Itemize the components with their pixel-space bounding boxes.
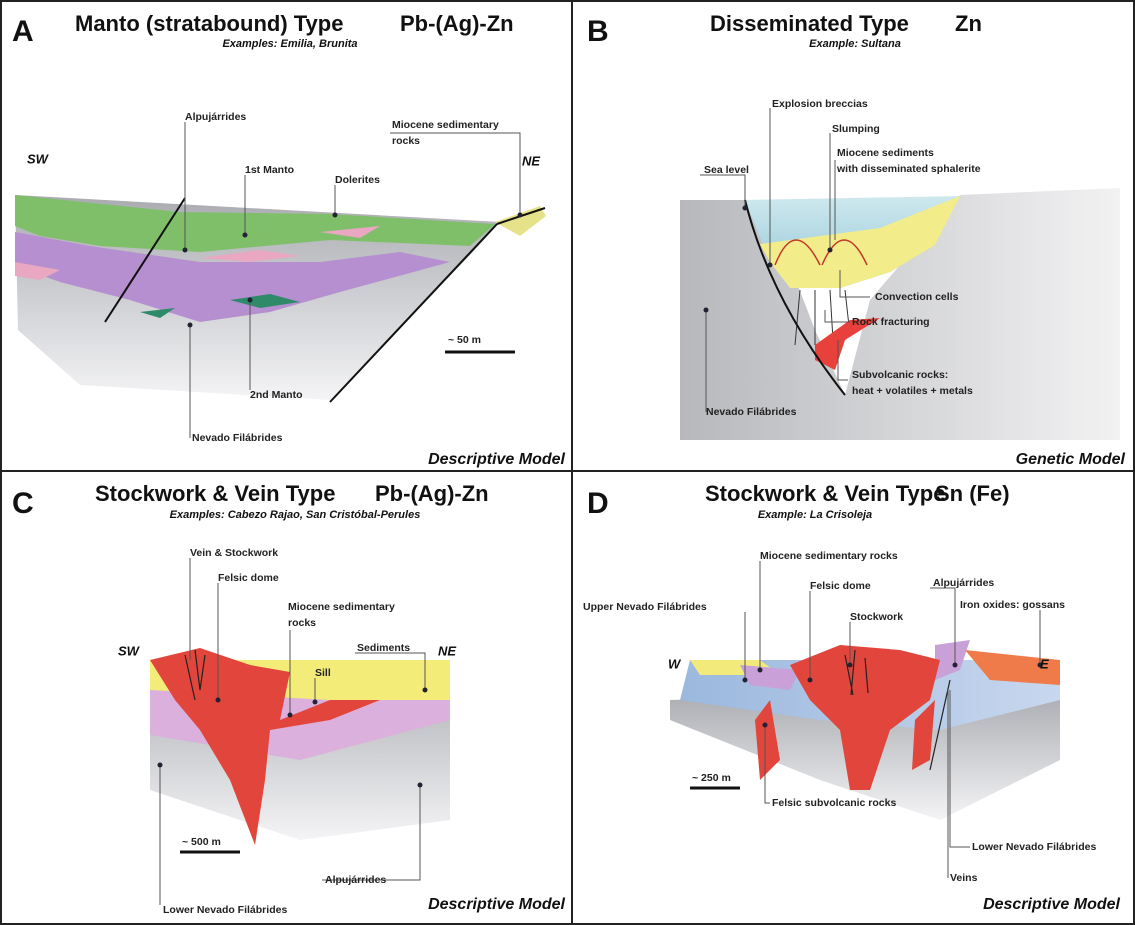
ore-type: Sn (Fe) [935, 481, 1010, 506]
examples: Example: La Crisoleja [758, 509, 872, 521]
panel-letter: B [587, 15, 609, 48]
geologic-unit [743, 678, 748, 683]
unit-label: with disseminated sphalerite [836, 163, 981, 175]
examples: Examples: Emilia, Brunita [222, 38, 357, 50]
page: {"panels": [ {"letter": "A", "title": "M… [0, 0, 1135, 925]
unit-label: Slumping [832, 123, 880, 135]
unit-label: Felsic subvolcanic rocks [772, 797, 896, 809]
unit-label: Alpujárrides [185, 111, 246, 123]
unit-label: Veins [950, 872, 978, 884]
examples: Example: Sultana [809, 38, 901, 50]
figure: A Manto (stratabound) Type Pb-(Ag)-Zn Examp… [0, 0, 1135, 925]
geologic-unit [158, 763, 163, 768]
unit-label: Miocene sedimentary [288, 601, 395, 613]
unit-label: Sediments [357, 642, 410, 654]
ore-type: Pb-(Ag)-Zn [400, 11, 514, 36]
geologic-unit [768, 263, 773, 268]
unit-label: Felsic dome [810, 580, 871, 592]
unit-label: Explosion breccias [772, 98, 868, 110]
geologic-unit [704, 308, 709, 313]
unit-label: Alpujárrides [325, 874, 386, 886]
geologic-unit [758, 668, 763, 673]
direction-label: NE [438, 643, 456, 658]
unit-label: Miocene sediments [837, 147, 934, 159]
direction-label: SW [118, 643, 141, 658]
geologic-unit [518, 213, 523, 218]
model-type: Descriptive Model [428, 451, 565, 468]
geologic-unit [243, 233, 248, 238]
unit-label: Iron oxides: gossans [960, 599, 1065, 611]
unit-label: ~ 500 m [182, 836, 221, 848]
unit-label: Nevado Filábrides [706, 406, 797, 418]
geologic-unit [313, 700, 318, 705]
geologic-unit [418, 783, 423, 788]
unit-label: Convection cells [875, 291, 959, 303]
direction-label: E [1040, 656, 1049, 671]
unit-label: Alpujárrides [933, 577, 994, 589]
geologic-unit [743, 206, 748, 211]
unit-label: Dolerites [335, 174, 380, 186]
panel-title: Disseminated Type [710, 11, 909, 36]
direction-label: NE [522, 153, 540, 168]
unit-label: 1st Manto [245, 164, 294, 176]
ore-type: Pb-(Ag)-Zn [375, 481, 489, 506]
model-type: Descriptive Model [983, 896, 1120, 913]
direction-label: W [668, 656, 682, 671]
geologic-unit [288, 713, 293, 718]
unit-label: rocks [288, 617, 316, 629]
unit-label: Lower Nevado Filábrides [972, 841, 1096, 853]
unit-label: Upper Nevado Filábrides [583, 601, 707, 613]
ore-type: Zn [955, 11, 982, 36]
unit-label: 2nd Manto [250, 389, 303, 401]
geologic-unit [333, 213, 338, 218]
unit-label: Felsic dome [218, 572, 279, 584]
geologic-unit [216, 698, 221, 703]
geologic-unit [828, 248, 833, 253]
geologic-unit [423, 688, 428, 693]
unit-label: Vein & Stockwork [190, 547, 278, 559]
geologic-unit [15, 195, 495, 252]
panel-letter: D [587, 487, 609, 520]
model-type: Descriptive Model [428, 896, 565, 913]
model-type: Genetic Model [1016, 451, 1126, 468]
unit-label: rocks [392, 135, 420, 147]
unit-label: Sea level [704, 164, 749, 176]
unit-label: Miocene sedimentary rocks [760, 550, 898, 562]
unit-label: Nevado Filábrides [192, 432, 283, 444]
unit-label: ~ 250 m [692, 772, 731, 784]
panel-title: Stockwork & Vein Type [95, 481, 335, 506]
direction-label: SW [27, 151, 50, 166]
geologic-unit [183, 248, 188, 253]
unit-label: Sill [315, 667, 331, 679]
geologic-unit [248, 298, 253, 303]
panel-letter: A [12, 15, 34, 48]
unit-label: Miocene sedimentary [392, 119, 499, 131]
unit-label: Stockwork [850, 611, 903, 623]
panel-title: Manto (stratabound) Type [75, 11, 343, 36]
unit-label: heat + volatiles + metals [852, 385, 973, 397]
geologic-unit [848, 663, 853, 668]
geologic-unit [953, 663, 958, 668]
geologic-unit [763, 723, 768, 728]
unit-label: Subvolcanic rocks: [852, 369, 948, 381]
unit-label: Rock fracturing [852, 316, 930, 328]
unit-label: ~ 50 m [448, 334, 481, 346]
panel-letter: C [12, 487, 34, 520]
panel-title: Stockwork & Vein Type [705, 481, 945, 506]
geologic-unit [188, 323, 193, 328]
unit-label: Lower Nevado Filábrides [163, 904, 287, 916]
examples: Examples: Cabezo Rajao, San Cristóbal-Pe… [170, 509, 421, 521]
geologic-unit [808, 678, 813, 683]
